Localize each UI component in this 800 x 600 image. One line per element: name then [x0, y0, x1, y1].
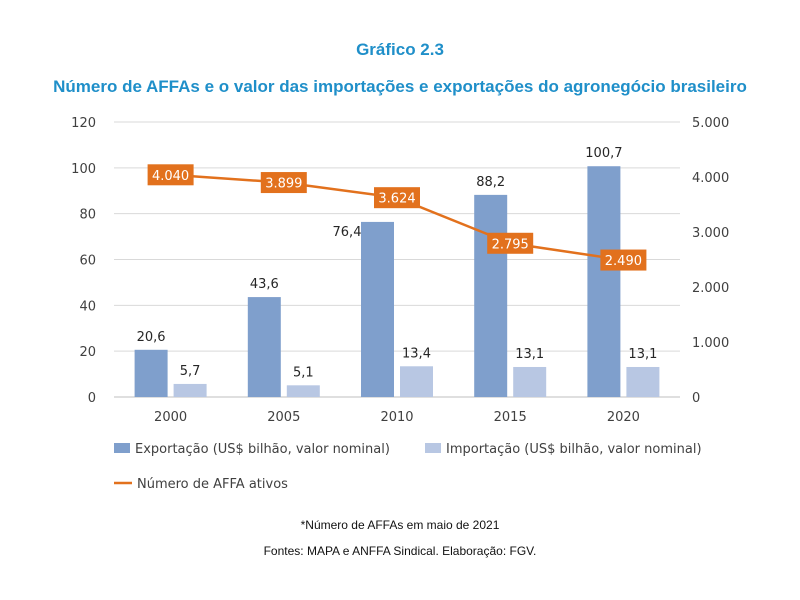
data-label-affa: 2.795	[492, 237, 529, 252]
x-tick-label: 2005	[267, 410, 300, 425]
source-note: Fontes: MAPA e ANFFA Sindical. Elaboraçã…	[263, 544, 537, 558]
legend-swatch-importacao	[425, 443, 441, 453]
bar-importacao	[400, 366, 433, 397]
bar-exportacao	[587, 166, 621, 397]
bar-importacao	[626, 366, 660, 397]
chart-title: Gráfico 2.3	[356, 40, 444, 59]
y-left-tick-label: 120	[71, 116, 96, 131]
chart-subtitle: Número de AFFAs e o valor das importaçõe…	[53, 77, 747, 96]
y-right-tick-label: 1.000	[692, 336, 729, 351]
legend-label-affa: Número de AFFA ativos	[137, 477, 288, 492]
y-right-tick-label: 2.000	[692, 281, 729, 296]
data-label-exportacao: 20,6	[137, 330, 166, 345]
data-label-importacao: 5,1	[293, 365, 314, 380]
bar-exportacao	[247, 297, 281, 397]
data-label-box-affa	[600, 249, 647, 271]
bar-importacao	[513, 366, 547, 397]
data-label-importacao: 13,4	[402, 346, 431, 361]
legend-label-exportacao: Exportação (US$ bilhão, valor nominal)	[135, 442, 390, 457]
legend-swatch-exportacao	[114, 443, 130, 453]
data-label-exportacao: 43,6	[250, 277, 279, 292]
y-left-tick-label: 60	[79, 254, 96, 269]
data-label-affa: 4.040	[152, 169, 189, 184]
y-right-tick-label: 5.000	[692, 116, 729, 131]
data-label-exportacao: 88,2	[476, 175, 505, 190]
data-label-importacao: 13,1	[628, 347, 657, 362]
y-right-tick-label: 0	[692, 391, 700, 406]
x-tick-label: 2015	[494, 410, 527, 425]
bar-importacao	[286, 385, 320, 397]
legend-label-importacao: Importação (US$ bilhão, valor nominal)	[446, 442, 702, 457]
data-label-box-affa	[147, 164, 194, 186]
y-left-tick-label: 0	[88, 391, 96, 406]
x-tick-label: 2020	[607, 410, 640, 425]
data-label-exportacao: 100,7	[585, 146, 622, 161]
data-label-importacao: 5,7	[180, 364, 201, 379]
bar-importacao	[173, 383, 207, 397]
data-label-box-affa	[487, 232, 534, 254]
y-left-tick-label: 40	[79, 299, 96, 314]
bar-exportacao	[361, 221, 394, 397]
chart-area: 0 20 40 60 80 100 120 0 1.000 2.000 3.000 4.000 5.00…	[71, 116, 729, 492]
y-right-tick-label: 3.000	[692, 226, 729, 241]
data-label-box-affa	[260, 172, 307, 194]
x-tick-label: 2000	[154, 410, 187, 425]
x-tick-label: 2010	[380, 410, 413, 425]
data-label-affa: 2.490	[605, 254, 642, 269]
y-left-tick-label: 100	[71, 162, 96, 177]
data-label-box-affa	[374, 187, 420, 209]
y-left-tick-label: 20	[79, 345, 96, 360]
data-label-affa: 3.624	[378, 192, 415, 207]
footnote: *Número de AFFAs em maio de 2021	[300, 518, 500, 532]
data-label-affa: 3.899	[265, 177, 302, 192]
data-label-exportacao: 76,4	[333, 225, 362, 240]
y-right-tick-label: 4.000	[692, 171, 729, 186]
y-left-tick-label: 80	[79, 208, 96, 223]
data-label-importacao: 13,1	[515, 347, 544, 362]
bar-exportacao	[134, 349, 168, 397]
bar-exportacao	[474, 194, 508, 397]
